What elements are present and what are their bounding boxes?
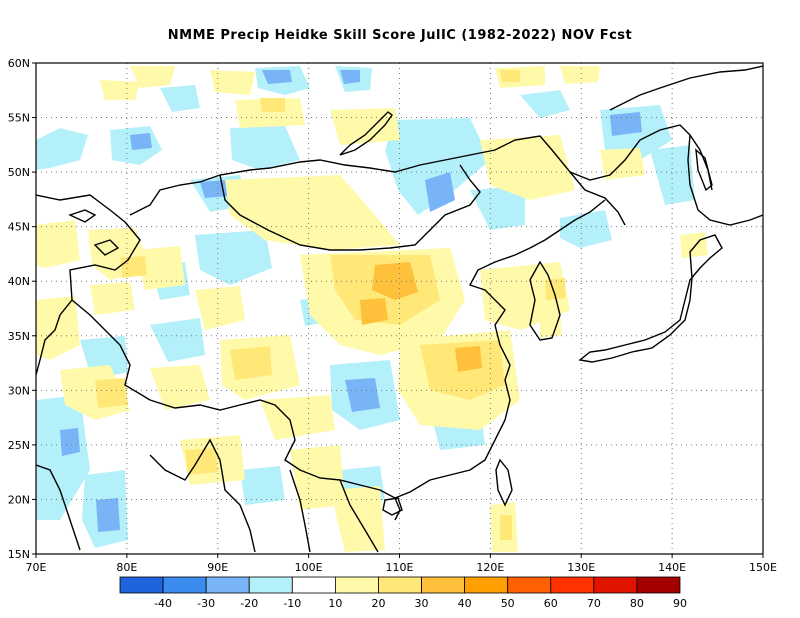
lon-label: 130E	[567, 561, 595, 574]
colorbar-label: 60	[544, 597, 558, 610]
colorbar-swatch	[334, 576, 379, 594]
lat-label: 55N	[8, 112, 30, 125]
map-title: NMME Precip Heidke Skill Score JulIC (19…	[167, 28, 633, 43]
colorbar-label: 70	[587, 597, 601, 610]
lat-label: 35N	[8, 330, 30, 343]
colorbar-swatch	[421, 576, 466, 594]
colorbar-label: -20	[240, 597, 258, 610]
colorbar-swatch	[162, 576, 207, 594]
lat-label: 25N	[8, 439, 30, 452]
colorbar-swatch	[550, 576, 595, 594]
lat-label: 50N	[8, 166, 30, 179]
lon-label: 80E	[116, 561, 137, 574]
colorbar-label: 20	[371, 597, 385, 610]
lat-lon-grid	[36, 63, 763, 554]
colorbar-label: 40	[458, 597, 472, 610]
colorbar-swatch	[507, 576, 552, 594]
colorbar-label: 80	[630, 597, 644, 610]
lat-label: 30N	[8, 384, 30, 397]
colorbar: -40 -30 -20 -10 10 20 30 40 50 60 70 80 90	[119, 576, 687, 610]
lon-label: 150E	[749, 561, 777, 574]
lon-label: 140E	[658, 561, 686, 574]
colorbar-label: -30	[197, 597, 215, 610]
colorbar-label: 10	[328, 597, 342, 610]
colorbar-swatch	[464, 576, 509, 594]
negative-skill-core	[60, 70, 642, 532]
lat-label: 45N	[8, 221, 30, 234]
lat-label: 20N	[8, 493, 30, 506]
colorbar-label: -10	[283, 597, 301, 610]
lat-label: 15N	[8, 548, 30, 561]
lon-label: 90E	[207, 561, 228, 574]
colorbar-label: 50	[501, 597, 515, 610]
positive-skill-core	[360, 262, 482, 372]
lon-label: 110E	[386, 561, 414, 574]
coastline-borders	[36, 65, 763, 553]
lon-label: 120E	[476, 561, 504, 574]
lat-label: 60N	[8, 57, 30, 70]
longitude-labels: 70E 80E 90E 100E 110E 120E 130E 140E 150E	[26, 554, 777, 574]
colorbar-swatch	[119, 576, 164, 594]
colorbar-swatch	[291, 576, 336, 594]
colorbar-label: -40	[154, 597, 172, 610]
lat-label: 40N	[8, 275, 30, 288]
lon-label: 100E	[295, 561, 323, 574]
colorbar-swatch	[636, 576, 681, 594]
colorbar-label: 90	[673, 597, 687, 610]
latitude-labels: 60N 55N 50N 45N 40N 35N 30N 25N 20N 15N	[8, 57, 36, 561]
colorbar-swatch	[378, 576, 422, 594]
lon-label: 70E	[26, 561, 47, 574]
colorbar-swatch	[593, 576, 638, 594]
colorbar-label: 30	[415, 597, 429, 610]
colorbar-swatch	[205, 576, 250, 594]
colorbar-swatch	[248, 576, 293, 594]
